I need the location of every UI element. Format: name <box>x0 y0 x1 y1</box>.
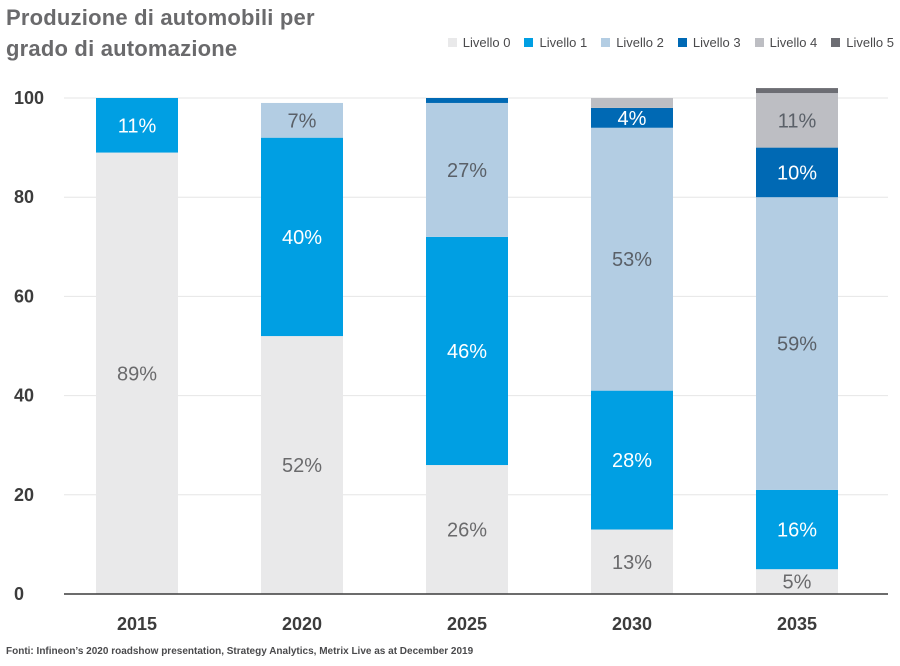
x-tick-label: 2020 <box>282 614 322 634</box>
legend-label: Livello 3 <box>692 35 741 50</box>
legend-item: Livello 0 <box>447 35 511 50</box>
bar-segment-2035-livello-5 <box>756 88 838 94</box>
data-label: 26% <box>447 520 487 542</box>
bar-segment-2030-livello-0 <box>591 529 673 594</box>
data-label: 16% <box>777 520 817 542</box>
bar-segment-2020-livello-0 <box>261 336 343 594</box>
legend-swatch <box>447 38 457 47</box>
y-tick-label: 80 <box>14 187 34 207</box>
x-tick-label: 2030 <box>612 614 652 634</box>
legend-swatch <box>677 38 687 47</box>
bar-segment-2025-livello-2 <box>426 102 508 237</box>
bar-segment-2030-livello-3 <box>591 107 673 128</box>
legend-item: Livello 3 <box>677 35 741 50</box>
y-tick-label: 100 <box>14 88 44 108</box>
bar-segment-2035-livello-3 <box>756 147 838 198</box>
data-label: 53% <box>612 249 652 271</box>
data-label: 11% <box>118 115 157 137</box>
bar-segment-2035-livello-4 <box>756 93 838 148</box>
legend-item: Livello 2 <box>601 35 664 50</box>
source-note: Fonti: Infineon’s 2020 roadshow presenta… <box>6 646 474 657</box>
bar-segment-2035-livello-2 <box>756 197 838 490</box>
legend-item: Livello 5 <box>831 35 894 50</box>
y-tick-label: 40 <box>14 386 34 406</box>
bar-segment-2035-livello-1 <box>756 489 838 570</box>
y-tick-label: 20 <box>14 485 34 505</box>
bar-segment-2030-livello-4 <box>591 98 673 108</box>
legend-label: Livello 0 <box>462 35 511 50</box>
legend-item: Livello 4 <box>754 35 818 50</box>
data-label: 13% <box>612 552 652 574</box>
legend-swatch <box>754 38 764 47</box>
data-label: 27% <box>447 160 487 182</box>
x-tick-label: 2025 <box>447 614 487 634</box>
bar-segment-2015-livello-1 <box>96 98 178 153</box>
bar-segment-2030-livello-2 <box>591 127 673 391</box>
bar-segment-2020-livello-1 <box>261 137 343 337</box>
bar-segment-2025-livello-0 <box>426 465 508 594</box>
legend-label: Livello 2 <box>616 35 664 50</box>
bar-segment-2020-livello-2 <box>261 102 343 138</box>
data-label: 11% <box>778 110 817 132</box>
legend-swatch <box>601 38 611 47</box>
bar-segment-2035-livello-0 <box>756 569 838 594</box>
data-label: 4% <box>618 108 647 130</box>
bar-segment-2025-livello-3 <box>426 98 508 103</box>
data-label: 52% <box>282 455 322 477</box>
bar-segment-2030-livello-1 <box>591 390 673 530</box>
y-tick-label: 60 <box>14 286 34 306</box>
legend-item: Livello 1 <box>524 35 587 50</box>
bar-segment-2025-livello-1 <box>426 236 508 466</box>
x-tick-label: 2035 <box>777 614 817 634</box>
legend: Livello 0 Livello 1 Livello 2 Livello 3 Live… <box>434 35 894 50</box>
bar-segment-2015-livello-0 <box>96 152 178 594</box>
legend-swatch <box>831 38 841 47</box>
legend-label: Livello 4 <box>769 35 818 50</box>
data-label: 40% <box>282 227 322 249</box>
data-label: 46% <box>447 341 487 363</box>
legend-label: Livello 5 <box>846 35 894 50</box>
data-label: 5% <box>783 572 812 594</box>
data-label: 59% <box>777 334 817 356</box>
data-label: 7% <box>288 110 317 132</box>
x-tick-label: 2015 <box>117 614 157 634</box>
y-tick-label: 0 <box>14 584 24 604</box>
data-label: 28% <box>612 450 652 472</box>
legend-swatch <box>524 38 534 47</box>
legend-label: Livello 1 <box>539 35 588 50</box>
chart-title: Produzione di automobili per grado di au… <box>6 5 315 61</box>
data-label: 10% <box>777 162 817 184</box>
data-label: 89% <box>117 363 157 385</box>
